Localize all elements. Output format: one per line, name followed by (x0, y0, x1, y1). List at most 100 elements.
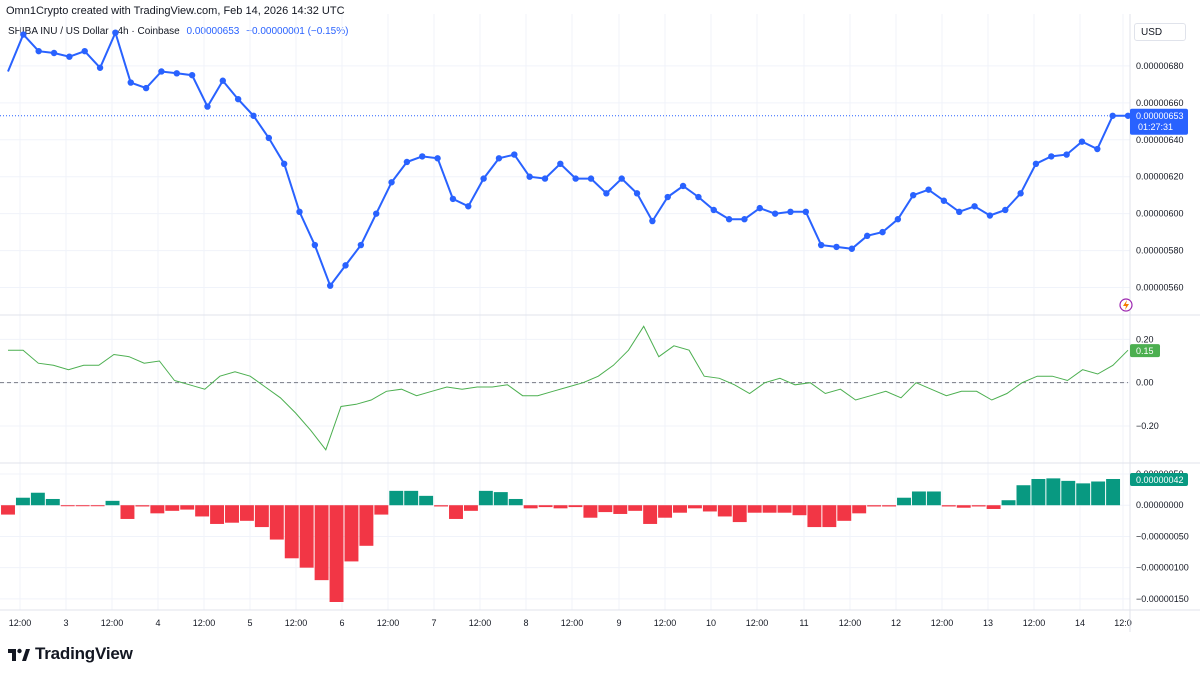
price-point (633, 190, 641, 197)
histogram-bar (344, 505, 359, 562)
price-point (311, 241, 319, 249)
price-point (679, 182, 687, 190)
histogram-bar (897, 497, 911, 506)
price-point (219, 77, 226, 84)
price-point (863, 232, 871, 240)
price-point (265, 134, 273, 142)
price-point (1017, 190, 1024, 197)
logo-text: TradingView (35, 644, 133, 663)
bar-countdown: 01:27:31 (1138, 122, 1173, 132)
price-point (357, 241, 365, 249)
price-point (971, 203, 978, 210)
tradingview-logo-icon (8, 648, 30, 661)
x-tick-label: 6 (339, 618, 344, 628)
histogram-bar (508, 498, 523, 506)
price-point (495, 155, 503, 162)
histogram-bar (956, 505, 971, 508)
currency-button[interactable]: USD (1134, 23, 1186, 41)
histogram-bar (120, 505, 135, 519)
price-point (50, 49, 58, 57)
price-point (112, 29, 119, 36)
histogram-bar (807, 505, 822, 528)
histogram-bar (284, 505, 299, 559)
price-axis-label: 0.00000660 (1136, 98, 1184, 108)
histogram-bar (195, 505, 210, 517)
price-point (296, 208, 303, 216)
price-point (541, 175, 549, 182)
tradingview-logo[interactable]: TradingView (8, 644, 133, 664)
price-point (342, 262, 349, 269)
histogram-bar (210, 505, 225, 524)
histogram-bar (598, 505, 613, 513)
price-axis-label: 0.00000560 (1136, 283, 1184, 293)
histogram-bar (30, 492, 45, 506)
price-point (373, 210, 380, 217)
price-point (1002, 206, 1009, 214)
histogram-bar (180, 505, 195, 510)
price-point (234, 95, 242, 103)
histogram-bar (165, 505, 180, 511)
histogram-bar (687, 505, 702, 509)
x-tick-label: 12:00 (193, 618, 216, 628)
price-point (1109, 112, 1116, 119)
histogram-bar (493, 492, 508, 506)
x-tick-label: 4 (155, 618, 160, 628)
histogram-bar (135, 505, 150, 507)
histogram-axis-label: 0.00000000 (1136, 500, 1184, 510)
price-point (280, 160, 288, 168)
price-point (188, 71, 196, 79)
histogram-bar (732, 505, 747, 523)
price-point (1048, 153, 1055, 160)
price-point (940, 197, 948, 204)
price-point (710, 206, 717, 214)
price-point (480, 175, 487, 182)
histogram-bar (553, 505, 568, 509)
symbol-legend[interactable]: SHIBA INU / US Dollar · 4h · Coinbase 0.… (8, 26, 348, 37)
histogram-bar (523, 505, 538, 509)
price-point (986, 212, 994, 219)
price-point (664, 193, 671, 201)
histogram-bar (822, 505, 837, 528)
histogram-axis-label: −0.00000100 (1136, 563, 1189, 573)
price-point (158, 68, 165, 75)
x-tick-label: 8 (523, 618, 528, 628)
x-tick-label: 12:0 (1114, 618, 1132, 628)
price-point (725, 216, 733, 223)
histogram-bar (1031, 478, 1046, 506)
histogram-bar (329, 505, 344, 602)
price-change: −0.00000001 (−0.15%) (246, 26, 349, 37)
x-tick-label: 12:00 (285, 618, 308, 628)
x-tick-label: 13 (983, 618, 993, 628)
histogram-bar (75, 505, 90, 507)
x-tick-label: 9 (616, 618, 621, 628)
histogram-bar (777, 505, 792, 513)
histogram-bar (1016, 485, 1031, 506)
histogram-bar (1091, 481, 1106, 506)
price-point (833, 243, 840, 251)
histogram-bar (239, 505, 254, 521)
histogram-bar (837, 505, 852, 521)
price-point (587, 175, 595, 182)
histogram-bar (254, 505, 269, 528)
price-point (142, 84, 150, 92)
histogram-bar (971, 505, 986, 507)
price-point (96, 64, 104, 71)
histogram-bar (747, 505, 762, 513)
price-point (511, 151, 518, 158)
histogram-value-label-bg (1130, 472, 1188, 486)
price-point (771, 210, 779, 217)
histogram-bar (150, 505, 165, 514)
histogram-axis-label: −0.00000150 (1136, 594, 1189, 604)
x-tick-label: 12:00 (1023, 618, 1046, 628)
histogram-bar (643, 505, 658, 524)
price-axis-label: 0.00000600 (1136, 209, 1184, 219)
price-point (1032, 160, 1040, 168)
x-tick-label: 7 (431, 618, 436, 628)
price-point (1094, 145, 1101, 153)
x-tick-label: 12:00 (469, 618, 492, 628)
histogram-bar (1001, 500, 1016, 506)
price-point (572, 175, 579, 182)
x-tick-label: 12:00 (746, 618, 769, 628)
price-point (173, 70, 180, 77)
